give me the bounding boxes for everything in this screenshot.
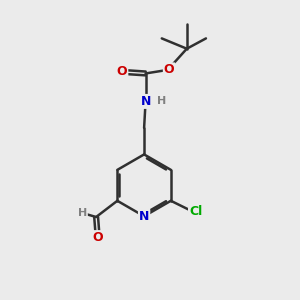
Text: H: H: [78, 208, 87, 218]
Text: N: N: [139, 210, 149, 223]
Text: Cl: Cl: [189, 206, 202, 218]
Text: N: N: [140, 95, 151, 108]
Text: O: O: [92, 231, 103, 244]
Text: H: H: [157, 96, 167, 106]
Text: O: O: [117, 65, 127, 79]
Text: O: O: [164, 63, 175, 76]
